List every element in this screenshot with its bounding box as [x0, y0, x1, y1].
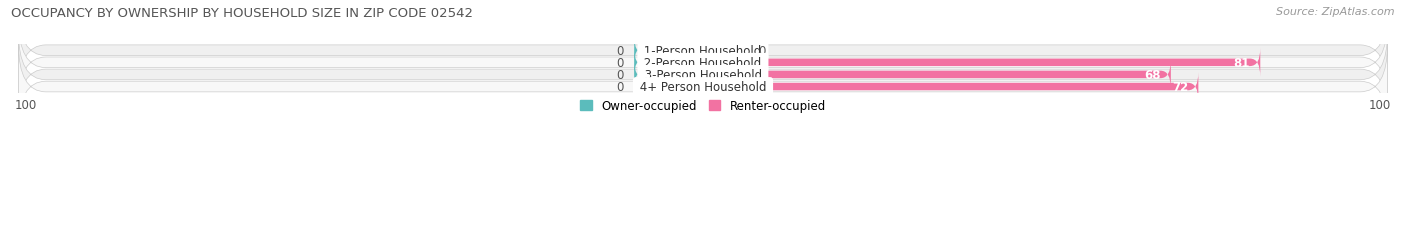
Text: 81: 81	[1233, 57, 1250, 70]
Text: 72: 72	[1171, 81, 1188, 94]
Text: 3-Person Household: 3-Person Household	[641, 69, 765, 82]
Text: Source: ZipAtlas.com: Source: ZipAtlas.com	[1277, 7, 1395, 17]
FancyBboxPatch shape	[703, 61, 1171, 89]
Text: 100: 100	[1369, 99, 1391, 112]
FancyBboxPatch shape	[703, 73, 1198, 101]
FancyBboxPatch shape	[634, 61, 696, 89]
Text: 100: 100	[15, 99, 37, 112]
Text: 68: 68	[1144, 69, 1160, 82]
FancyBboxPatch shape	[18, 44, 1388, 130]
Text: 1-Person Household: 1-Person Household	[641, 45, 765, 58]
FancyBboxPatch shape	[634, 73, 696, 101]
Text: 2-Person Household: 2-Person Household	[641, 57, 765, 70]
Text: 4+ Person Household: 4+ Person Household	[636, 81, 770, 94]
FancyBboxPatch shape	[18, 32, 1388, 118]
FancyBboxPatch shape	[703, 49, 1260, 77]
Text: 0: 0	[616, 45, 624, 58]
FancyBboxPatch shape	[634, 37, 696, 65]
Legend: Owner-occupied, Renter-occupied: Owner-occupied, Renter-occupied	[575, 95, 831, 117]
FancyBboxPatch shape	[703, 37, 744, 65]
Text: 0: 0	[616, 81, 624, 94]
FancyBboxPatch shape	[18, 8, 1388, 94]
Text: 0: 0	[616, 69, 624, 82]
FancyBboxPatch shape	[634, 49, 696, 77]
Text: 0: 0	[758, 45, 765, 58]
FancyBboxPatch shape	[18, 20, 1388, 106]
Text: 0: 0	[616, 57, 624, 70]
Text: OCCUPANCY BY OWNERSHIP BY HOUSEHOLD SIZE IN ZIP CODE 02542: OCCUPANCY BY OWNERSHIP BY HOUSEHOLD SIZE…	[11, 7, 474, 20]
